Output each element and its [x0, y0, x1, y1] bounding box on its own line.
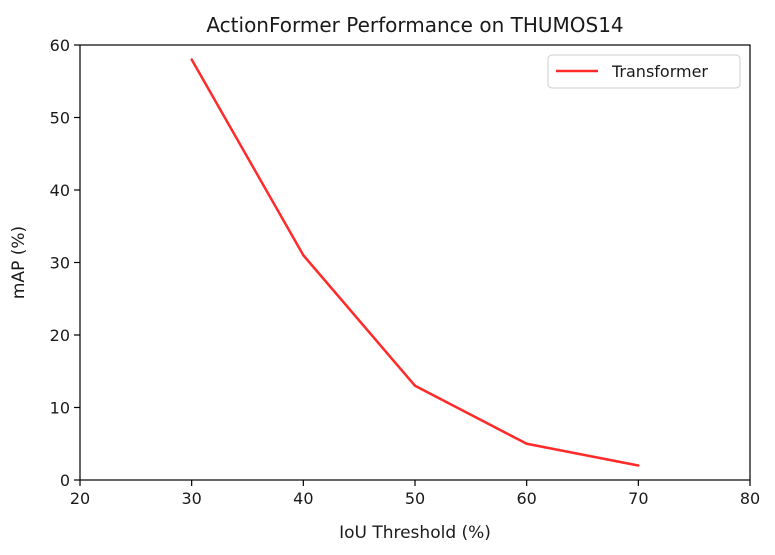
axes-frame — [79, 44, 751, 481]
x-tick-label: 70 — [628, 489, 648, 508]
x-tick-label: 40 — [293, 489, 313, 508]
y-tick-label: 60 — [50, 36, 70, 55]
y-tick-label: 50 — [50, 109, 70, 128]
x-tick-label: 30 — [181, 489, 201, 508]
legend-box — [547, 54, 741, 89]
x-tick-label: 20 — [70, 489, 90, 508]
y-tick-label: 10 — [50, 399, 70, 418]
legend-label-transformer: Transformer — [611, 62, 708, 81]
x-tick-label: 60 — [516, 489, 536, 508]
data-point — [302, 254, 305, 257]
y-tick-label: 40 — [50, 181, 70, 200]
y-tick-label: 0 — [60, 471, 70, 490]
series-line-transformer — [190, 58, 639, 467]
data-point — [190, 58, 193, 61]
x-tick-label: 50 — [405, 489, 425, 508]
y-axis-title: mAP (%) — [9, 226, 29, 299]
y-tick-label: 20 — [50, 326, 70, 345]
data-point — [525, 442, 528, 445]
y-axis: 0 10 20 30 40 50 60 — [50, 36, 80, 490]
data-point — [637, 464, 640, 467]
x-axis: 20 30 40 50 60 70 80 — [70, 480, 760, 508]
legend: Transformer — [547, 54, 741, 89]
plot-area: 20 30 40 50 60 70 80 0 10 20 30 40 50 60 — [50, 36, 761, 508]
x-tick-label: 80 — [740, 489, 760, 508]
y-tick-label: 30 — [50, 254, 70, 273]
x-axis-title: IoU Threshold (%) — [339, 523, 491, 543]
series-layer — [190, 58, 640, 467]
chart-title: ActionFormer Performance on THUMOS14 — [206, 13, 623, 37]
data-point — [413, 384, 417, 387]
